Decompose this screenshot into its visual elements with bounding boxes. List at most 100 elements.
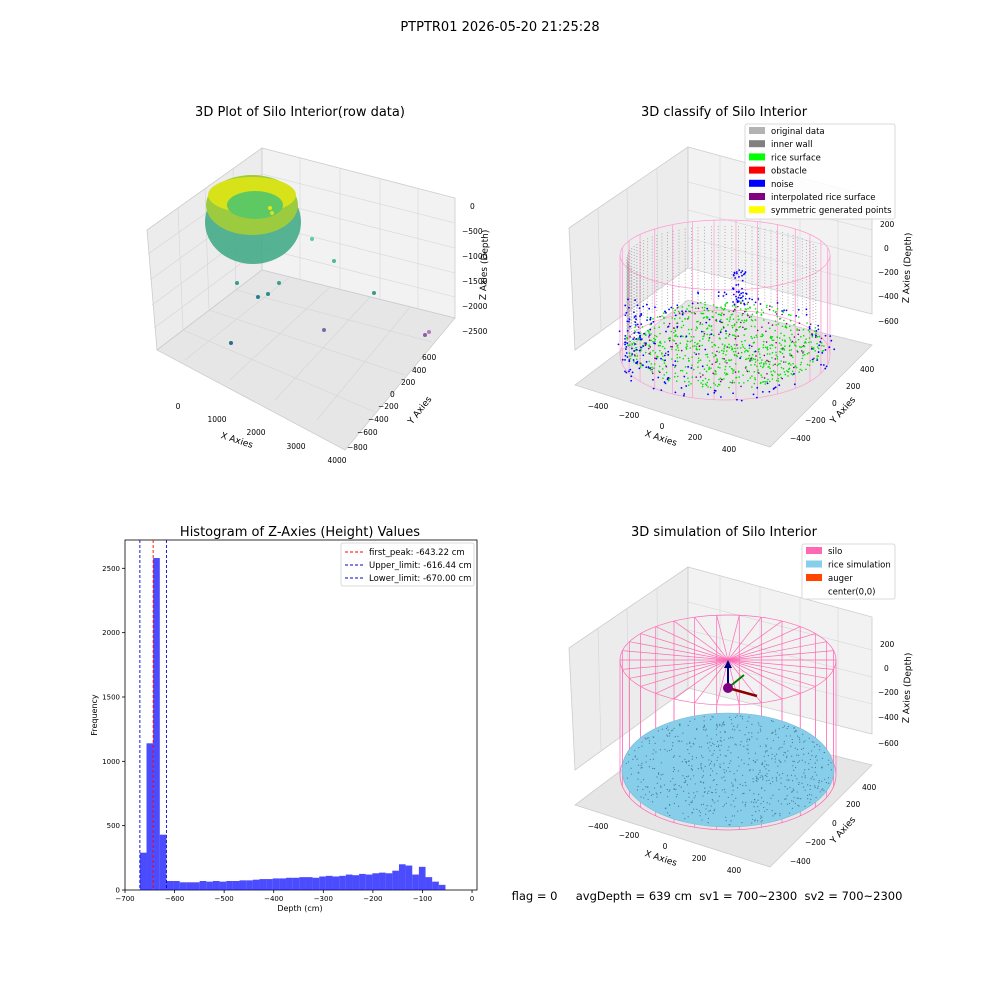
simulation-rice-point xyxy=(634,756,636,758)
simulation-rice-point xyxy=(699,815,701,817)
simulation-rice-point xyxy=(723,739,725,741)
classify-noise-point xyxy=(735,290,738,293)
simulation-rice-point xyxy=(824,778,826,781)
classify-rice-point xyxy=(648,330,650,333)
classify-noise-point xyxy=(719,320,721,323)
classify-rice-point xyxy=(686,345,688,347)
simulation-rice-point xyxy=(756,738,758,740)
classify-noise-point xyxy=(674,314,677,317)
simulation-rice-point xyxy=(698,746,701,748)
simulation-rice-point xyxy=(760,803,762,805)
simulation-rice-point xyxy=(786,755,788,757)
classify-rice-point xyxy=(733,324,736,327)
simulation-rice-point xyxy=(804,740,806,742)
simulation-rice-point xyxy=(756,820,759,822)
simulation-rice-point xyxy=(754,820,756,822)
simulation-rice-point xyxy=(715,728,717,730)
raw-ztick: −500 xyxy=(462,227,483,236)
simulation-rice-point xyxy=(724,771,726,774)
classify-rice-point xyxy=(662,355,664,357)
classify-rice-point xyxy=(689,310,691,313)
simulation-rice-point xyxy=(734,729,736,731)
classify-rice-point xyxy=(675,342,677,345)
classify-rice-point xyxy=(723,372,726,374)
simulation-rice-point xyxy=(766,802,768,804)
simulation-rice-point xyxy=(752,781,754,783)
classify-rice-point xyxy=(679,356,681,359)
simulation-rice-point xyxy=(752,769,754,771)
simulation-rice-point xyxy=(774,731,776,733)
classify-rice-point xyxy=(765,362,767,365)
simulation-rice-point xyxy=(764,810,766,812)
classify-rice-point xyxy=(733,343,736,346)
classify-rice-point xyxy=(746,369,748,371)
raw-point xyxy=(322,328,326,332)
classify-rice-point xyxy=(745,328,748,330)
simulation-rice-point xyxy=(649,758,651,761)
raw-point xyxy=(332,259,336,263)
classify-rice-point xyxy=(771,357,773,359)
simulation-rice-point xyxy=(713,810,715,812)
simulation-zlabel: Z Axies (Depth) xyxy=(902,653,914,724)
classify-rice-point xyxy=(776,358,779,360)
simulation-rice-point xyxy=(691,765,693,767)
histogram-bar xyxy=(266,879,273,890)
classify-rice-point xyxy=(673,312,676,314)
classify-rice-point xyxy=(769,353,771,355)
simulation-ytick: 0 xyxy=(832,819,837,828)
simulation-rice-point xyxy=(673,767,675,769)
histogram-bar xyxy=(385,873,393,890)
simulation-rice-point xyxy=(742,774,744,776)
classify-rice-point xyxy=(700,382,702,384)
simulation-rice-point xyxy=(673,727,675,729)
classify-rice-point xyxy=(767,366,769,368)
simulation-rice-point xyxy=(645,786,647,788)
classify-rice-point xyxy=(644,344,647,347)
simulation-rice-point xyxy=(667,729,669,731)
classify-noise-point xyxy=(634,324,637,326)
simulation-rice-point xyxy=(729,762,731,765)
classify-rice-point xyxy=(649,369,652,371)
simulation-rice-point xyxy=(657,772,660,774)
classify-rice-point xyxy=(730,314,733,316)
classify-rice-point xyxy=(659,340,662,343)
simulation-rice-point xyxy=(669,732,671,734)
simulation-rice-point xyxy=(707,747,710,749)
classify-rice-point xyxy=(703,306,706,309)
classify-noise-point xyxy=(822,364,825,366)
classify-rice-point xyxy=(785,322,788,325)
classify-noise-point xyxy=(811,334,814,336)
simulation-rice-point xyxy=(687,724,689,727)
classify-rice-point xyxy=(705,370,708,373)
simulation-rice-point xyxy=(723,724,725,726)
classify-legend-swatch xyxy=(749,206,765,214)
simulation-rice-point xyxy=(816,787,819,789)
classify-rice-point xyxy=(658,326,660,329)
classify-rice-point xyxy=(753,382,756,385)
histogram-bar xyxy=(345,874,353,890)
simulation-rice-point xyxy=(688,760,690,762)
classify-rice-point xyxy=(674,329,677,332)
classify-rice-point xyxy=(757,369,759,371)
classify-noise-point xyxy=(705,321,708,324)
simulation-rice-point xyxy=(771,753,773,755)
classify-rice-point xyxy=(816,357,818,359)
simulation-rice-point xyxy=(761,762,764,764)
simulation-rice-point xyxy=(794,747,796,749)
classify-rice-point xyxy=(727,324,729,326)
simulation-rice-point xyxy=(785,798,787,800)
simulation-rice-point xyxy=(659,749,661,751)
classify-rice-point xyxy=(691,339,693,342)
classify-rice-point xyxy=(631,343,634,345)
simulation-rice-point xyxy=(677,735,679,737)
simulation-rice-point xyxy=(705,813,707,815)
classify-rice-point xyxy=(699,323,701,326)
classify-noise-point xyxy=(754,301,757,304)
histogram-bar xyxy=(279,878,287,890)
classify-rice-point xyxy=(758,362,761,365)
classify-zlabel: Z Axies (Depth) xyxy=(902,233,914,304)
classify-rice-point xyxy=(737,370,740,373)
classify-noise-point xyxy=(632,338,635,341)
simulation-roof-line xyxy=(727,650,834,661)
